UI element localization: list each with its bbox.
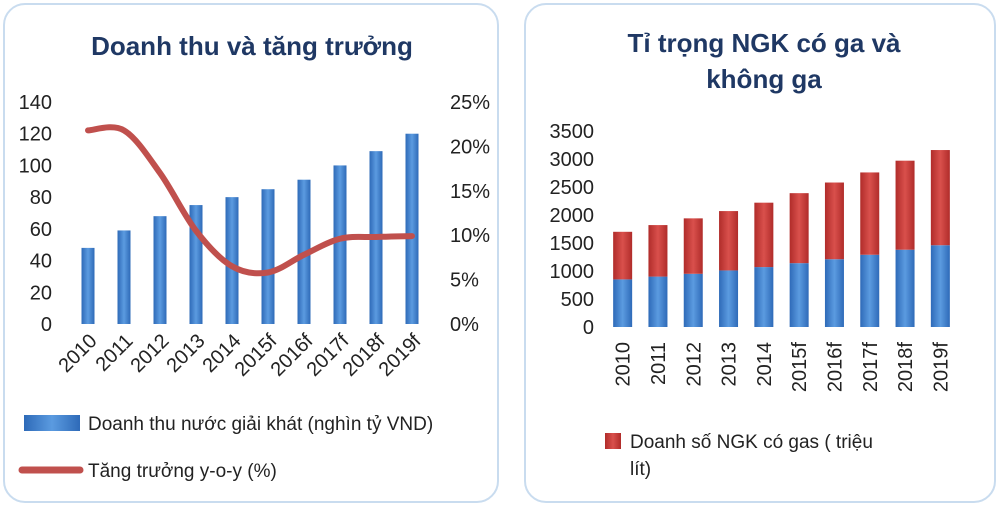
non-carbonated-bar <box>613 279 633 327</box>
left-x-tick: 2019f <box>375 330 426 381</box>
left-y2-tick: 15% <box>450 181 490 203</box>
right-x-tick: 2014 <box>754 342 776 387</box>
right-bars <box>613 150 950 327</box>
revenue-bar <box>117 230 131 324</box>
non-carbonated-bar <box>754 267 774 327</box>
left-y-tick: 140 <box>19 92 52 114</box>
legend-swatch-carbonated <box>605 433 621 449</box>
revenue-bar <box>261 189 275 324</box>
growth-line <box>85 124 415 277</box>
right-y-tick: 1000 <box>550 261 595 283</box>
left-y2-axis: 0% 5% 10% 15% 20% 25% <box>450 92 490 336</box>
legend-label-carbonated-line1: Doanh số NGK có gas ( triệu <box>630 432 873 453</box>
right-y-axis: 0 500 1000 1500 2000 2500 3000 3500 <box>550 121 595 339</box>
left-y2-tick: 10% <box>450 225 490 247</box>
legend-label-revenue: Doanh thu nước giải khát (nghìn tỷ VND) <box>88 414 433 435</box>
left-x-tick: 2013 <box>163 330 210 377</box>
left-y-tick: 100 <box>19 155 52 177</box>
right-x-tick: 2019f <box>930 342 952 392</box>
carbonated-bar <box>754 202 774 268</box>
carbonated-bar <box>824 182 844 260</box>
left-x-axis: 201020112012201320142015f2016f2017f2018f… <box>55 330 426 381</box>
right-x-tick: 2011 <box>648 342 670 385</box>
right-x-tick: 2017f <box>860 342 882 392</box>
right-chart-title-line1: Tỉ trọng NGK có ga và <box>627 28 901 58</box>
non-carbonated-bar <box>683 273 703 327</box>
right-x-tick: 2015f <box>789 342 811 392</box>
left-y2-tick: 0% <box>450 314 479 336</box>
revenue-bar <box>81 247 95 324</box>
right-y-tick: 1500 <box>550 233 595 255</box>
carbonated-bar <box>930 150 950 246</box>
right-x-tick: 2012 <box>683 342 705 387</box>
left-y2-tick: 20% <box>450 136 490 158</box>
left-growth-line <box>85 124 415 277</box>
left-x-tick: 2011 <box>92 330 138 376</box>
right-y-tick: 3000 <box>550 149 595 171</box>
right-y-tick: 500 <box>561 289 594 311</box>
right-y-tick: 2500 <box>550 177 595 199</box>
carbonated-bar <box>860 172 880 255</box>
left-y-tick: 120 <box>19 124 52 146</box>
left-y-tick: 40 <box>30 251 52 273</box>
left-y-tick: 80 <box>30 187 52 209</box>
left-y2-tick: 25% <box>450 92 490 114</box>
right-x-tick: 2013 <box>719 342 741 387</box>
right-x-axis: 2010 2011 2012 2013 2014 2015f 2016f 2017f 2018f… <box>613 342 953 392</box>
left-x-tick: 2012 <box>127 330 174 377</box>
left-bars <box>81 133 419 324</box>
right-x-tick: 2016f <box>824 342 846 392</box>
carbonated-bar <box>648 225 668 277</box>
left-y-axis: 0 20 40 60 80 100 120 140 <box>19 92 52 336</box>
legend-label-carbonated-line2: lít) <box>630 459 651 480</box>
carbonated-bar <box>719 211 739 271</box>
left-y-tick: 60 <box>30 219 52 241</box>
non-carbonated-bar <box>648 276 668 327</box>
revenue-bar <box>405 133 419 324</box>
left-y2-tick: 5% <box>450 270 479 292</box>
right-y-tick: 3500 <box>550 121 595 143</box>
left-y-tick: 0 <box>41 314 52 336</box>
carbonated-bar <box>613 231 633 280</box>
left-x-tick: 2010 <box>55 330 102 377</box>
non-carbonated-bar <box>789 263 809 327</box>
revenue-bar <box>225 197 239 324</box>
right-x-tick: 2018f <box>895 342 917 392</box>
legend-swatch-revenue <box>24 415 80 431</box>
right-y-tick: 2000 <box>550 205 595 227</box>
right-y-tick: 0 <box>583 317 594 339</box>
left-chart-title: Doanh thu và tăng trưởng <box>91 31 413 61</box>
revenue-bar <box>153 216 167 324</box>
non-carbonated-bar <box>895 249 915 327</box>
non-carbonated-bar <box>719 270 739 327</box>
revenue-bar <box>333 165 347 324</box>
carbonated-bar <box>683 218 703 274</box>
carbonated-bar <box>895 160 915 250</box>
right-x-tick: 2010 <box>613 342 635 387</box>
non-carbonated-bar <box>930 245 950 327</box>
legend-label-growth: Tăng trưởng y-o-y (%) <box>88 461 277 482</box>
right-chart-title-line2: không ga <box>706 64 822 94</box>
non-carbonated-bar <box>824 259 844 327</box>
left-y-tick: 20 <box>30 282 52 304</box>
non-carbonated-bar <box>860 254 880 327</box>
carbonated-bar <box>789 193 809 264</box>
